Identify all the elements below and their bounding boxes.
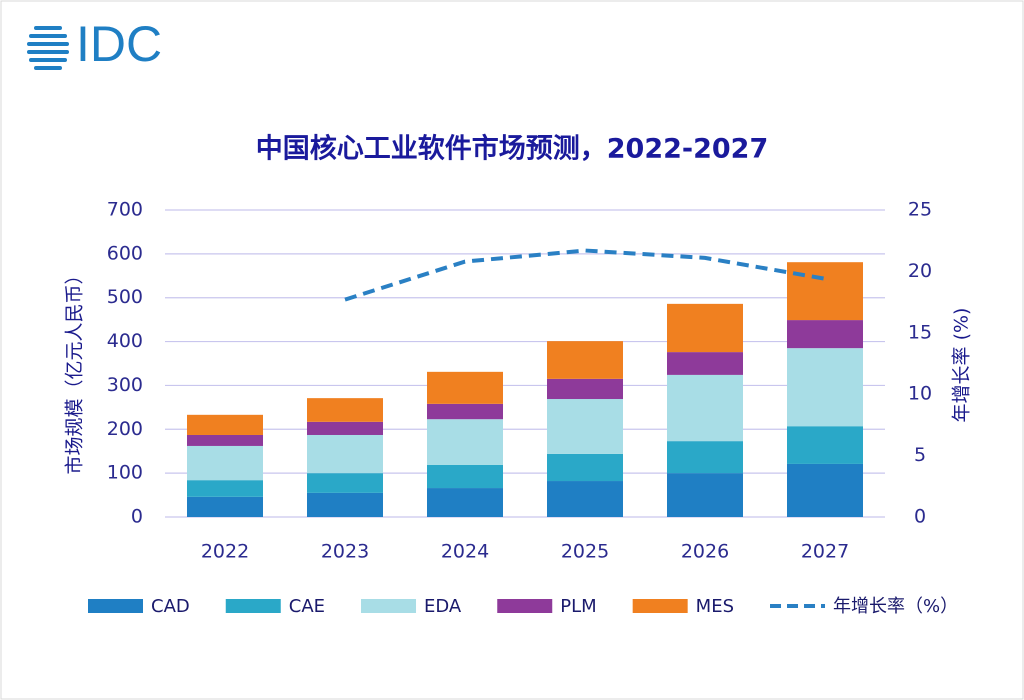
bar-segment	[427, 403, 503, 420]
growth-line	[344, 248, 826, 302]
y2-tick-label: 5	[914, 444, 926, 466]
logo-mark	[27, 26, 69, 70]
y-tick-label: 600	[107, 242, 143, 264]
bar-segment	[667, 473, 743, 517]
x-tick-label: 2027	[801, 541, 849, 563]
bar-segment	[787, 262, 863, 321]
logo: IDC	[76, 16, 162, 72]
bar-segment	[667, 374, 743, 442]
bar-segment	[187, 496, 263, 517]
legend-swatch	[632, 599, 688, 613]
bar-segment	[427, 419, 503, 465]
y-tick-label: 0	[131, 506, 143, 528]
bar-segment	[787, 426, 863, 464]
bar-segment	[307, 473, 383, 493]
bar-segment	[547, 378, 623, 400]
y-tick-label: 500	[107, 286, 143, 308]
y-tick-label: 200	[107, 418, 143, 440]
bar-segment	[787, 348, 863, 427]
bar-segment	[667, 441, 743, 474]
legend-swatch	[225, 599, 281, 613]
legend-label: MES	[696, 596, 734, 617]
x-tick-label: 2023	[321, 541, 369, 563]
legend-label: CAD	[151, 596, 190, 617]
bar-segment	[547, 453, 623, 482]
bar-segment	[307, 434, 383, 474]
bar-segment	[547, 341, 623, 379]
bar-segment	[427, 464, 503, 489]
legend-label: PLM	[560, 596, 596, 617]
y2-tick-label: 15	[908, 321, 932, 343]
bar-segment	[787, 320, 863, 349]
legend-label: 年增长率（%）	[833, 596, 958, 617]
bar-segment	[427, 371, 503, 404]
legend-label: EDA	[424, 596, 462, 617]
x-tick-label: 2026	[681, 541, 729, 563]
y2-tick-label: 20	[908, 260, 932, 282]
y-tick-label: 300	[107, 374, 143, 396]
bar-segment	[307, 398, 383, 422]
y2-tick-label: 25	[908, 199, 932, 221]
bar-segment	[187, 480, 263, 497]
x-tick-label: 2022	[201, 541, 249, 563]
bar-segment	[307, 492, 383, 517]
bar-segment	[667, 352, 743, 375]
x-tick-label: 2025	[561, 541, 609, 563]
y-tick-label: 700	[107, 199, 143, 221]
chart-title: 中国核心工业软件市场预测，2022-2027	[256, 133, 769, 165]
y2-tick-label: 10	[908, 383, 932, 405]
y2-tick-label: 0	[914, 506, 926, 528]
bar-segment	[187, 414, 263, 435]
bar-segment	[667, 303, 743, 353]
bar-segment	[307, 421, 383, 435]
bar-segment	[187, 434, 263, 446]
legend-swatch	[88, 599, 143, 613]
y-tick-label: 100	[107, 462, 143, 484]
y-axis-title: 市场规模（亿元人民币）	[64, 265, 86, 474]
legend-swatch	[497, 599, 553, 613]
bar-segment	[547, 399, 623, 454]
legend-swatch	[361, 599, 417, 613]
bar-segment	[787, 463, 863, 517]
bar-segment	[187, 445, 263, 481]
bar-segment	[547, 481, 623, 517]
legend-label: CAE	[289, 596, 325, 617]
y2-axis-title: 年增长率 (%)	[951, 308, 973, 423]
y-tick-label: 400	[107, 330, 143, 352]
x-tick-label: 2024	[441, 541, 489, 563]
bar-segment	[427, 488, 503, 517]
